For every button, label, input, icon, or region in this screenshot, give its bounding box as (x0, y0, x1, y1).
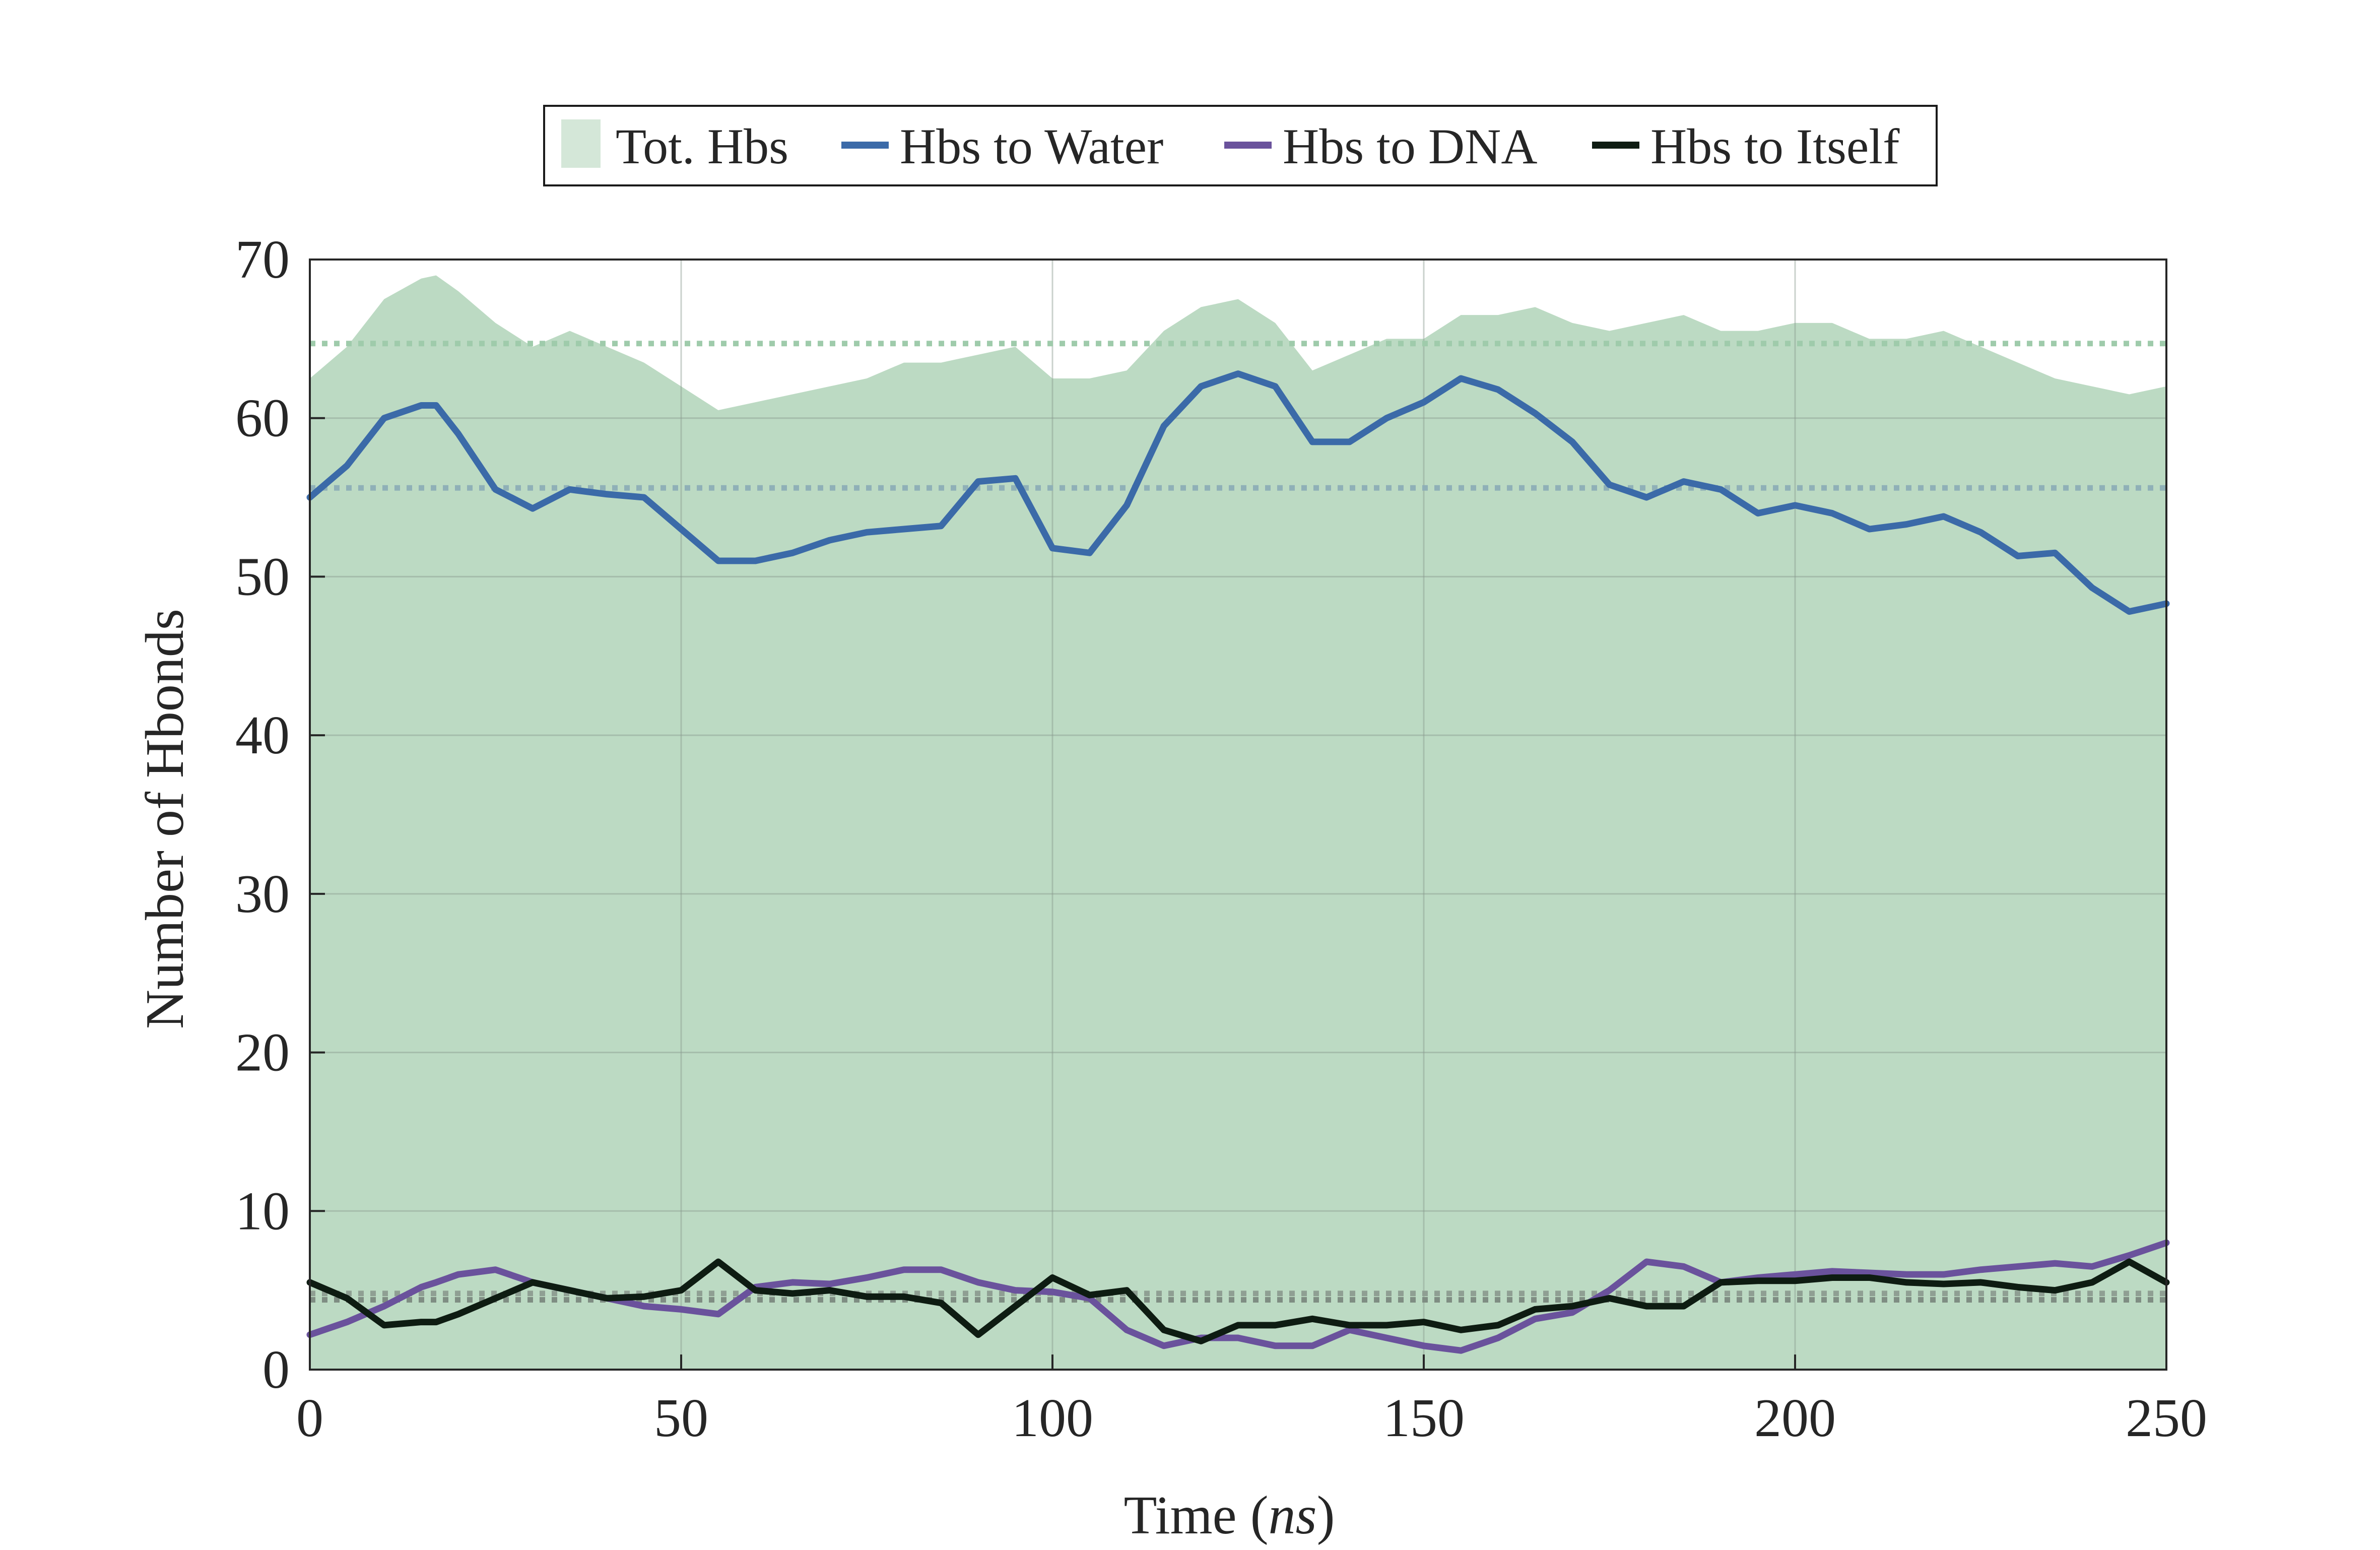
legend-swatch-total (561, 119, 601, 168)
x-tick-label: 200 (1754, 1388, 1836, 1448)
x-axis-label-main: Time ( (1123, 1486, 1268, 1545)
x-axis-label: Time (ns) (1123, 1486, 1335, 1545)
plot-frame (309, 259, 2167, 1371)
y-tick-label: 10 (235, 1181, 290, 1241)
legend: Tot. Hbs Hbs to Water Hbs to DNA Hbs to … (543, 105, 1938, 186)
y-tick-label: 0 (262, 1340, 290, 1400)
y-tick-label: 40 (235, 705, 290, 765)
y-tick-label: 20 (235, 1023, 290, 1083)
legend-label-itself: Hbs to Itself (1650, 118, 1900, 174)
x-tick-label: 50 (654, 1388, 708, 1448)
line-layer (306, 370, 2170, 1354)
area-series-total (310, 275, 2166, 1370)
line-series-itself (306, 1258, 2170, 1344)
x-axis-label-close: ) (1317, 1486, 1335, 1545)
axes (309, 259, 2167, 1371)
grid-overlay (310, 260, 2166, 1370)
line-series-water (306, 370, 2170, 615)
y-tick-label: 70 (235, 230, 290, 290)
y-tick-label: 30 (235, 864, 290, 924)
y-tick-label: 60 (235, 389, 290, 448)
area-layer (310, 275, 2166, 1370)
x-tick-label: 0 (296, 1388, 323, 1448)
legend-label-water: Hbs to Water (900, 118, 1163, 174)
x-tick-label: 250 (2126, 1388, 2207, 1448)
legend-label-dna: Hbs to DNA (1283, 118, 1538, 174)
x-tick-label: 100 (1012, 1388, 1093, 1448)
x-tick-label: 150 (1383, 1388, 1465, 1448)
tick-labels: 0 50 100 150 200 250 0 10 20 30 40 50 60 70 (235, 230, 2207, 1448)
y-axis-label: Number of Hbonds (135, 609, 195, 1029)
x-axis-label-unit: ns (1269, 1486, 1317, 1545)
y-tick-label: 50 (235, 547, 290, 607)
legend-label-total: Tot. Hbs (616, 118, 788, 174)
